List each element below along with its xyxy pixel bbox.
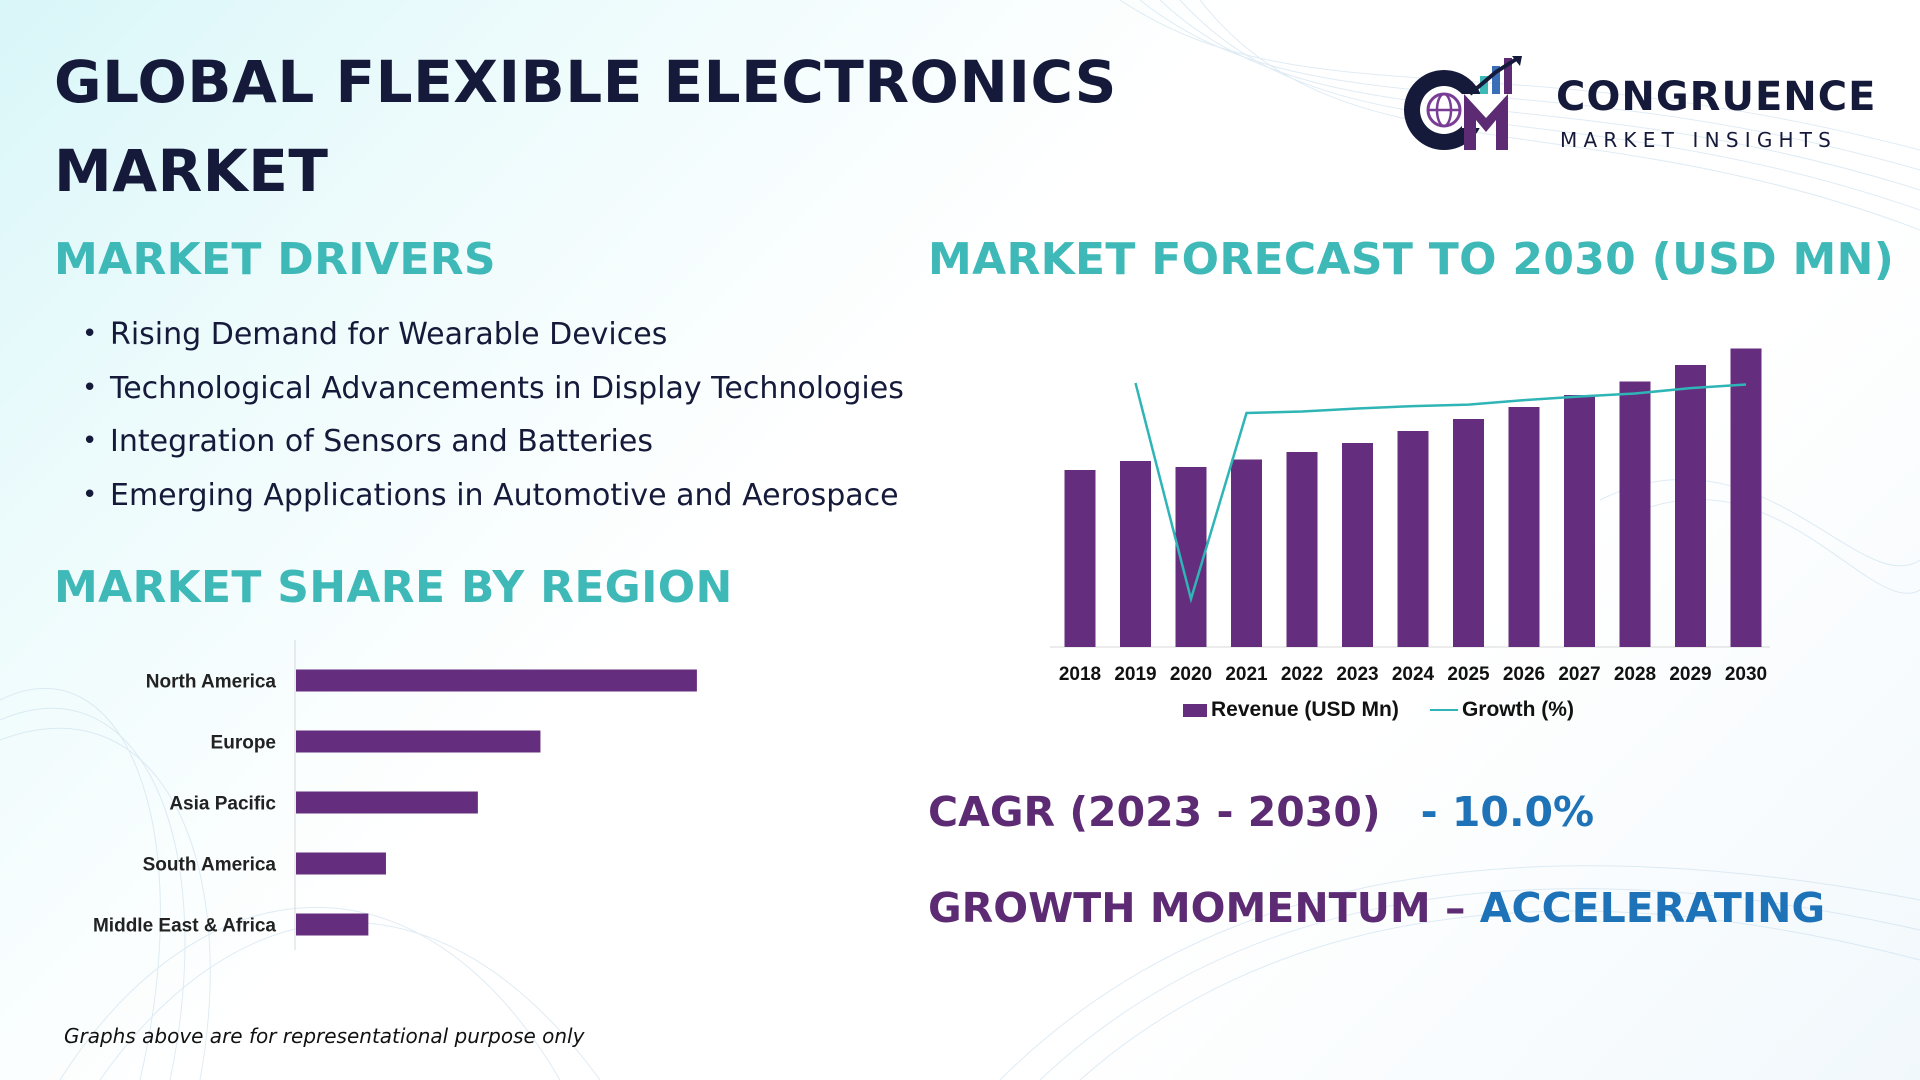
forecast-tick-label: 2029 — [1669, 664, 1711, 685]
forecast-tick-label: 2021 — [1225, 664, 1268, 685]
cm-globe-chart-logo-icon — [1404, 56, 1522, 150]
driver-item: Technological Advancements in Display Te… — [82, 362, 904, 416]
forecast-tick-label: 2028 — [1614, 664, 1656, 685]
forecast-bar — [1453, 419, 1484, 647]
forecast-bar — [1397, 431, 1429, 647]
cagr-label: CAGR (2023 - 2030) — [928, 788, 1381, 836]
market-drivers-list: Rising Demand for Wearable Devices Techn… — [82, 308, 904, 522]
forecast-bar — [1508, 407, 1540, 647]
region-tick-label: Asia Pacific — [169, 794, 276, 815]
legend-label-growth: Growth (%) — [1461, 698, 1574, 721]
forecast-bar — [1120, 461, 1151, 647]
forecast-tick-label: 2022 — [1281, 664, 1323, 685]
market-forecast-heading: MARKET FORECAST TO 2030 (USD MN) — [928, 234, 1895, 285]
legend-item-growth: Growth (%) — [1429, 698, 1574, 722]
page-title: GLOBAL FLEXIBLE ELECTRONICS MARKET — [54, 48, 1117, 205]
growth-momentum-value: ACCELERATING — [1479, 884, 1826, 932]
driver-item: Rising Demand for Wearable Devices — [82, 308, 904, 362]
legend-item-revenue: Revenue (USD Mn) — [1183, 698, 1399, 722]
growth-line — [1134, 382, 1747, 604]
market-share-heading: MARKET SHARE BY REGION — [54, 562, 733, 613]
forecast-tick-label: 2018 — [1059, 664, 1101, 685]
region-tick-label: Middle East & Africa — [93, 916, 276, 937]
forecast-tick-label: 2025 — [1447, 664, 1490, 685]
forecast-tick-label: 2020 — [1170, 664, 1212, 685]
forecast-tick-label: 2024 — [1392, 664, 1435, 685]
region-tick-label: South America — [143, 855, 277, 876]
company-logo: CONGRUENCE MARKET INSIGHTS — [1400, 54, 1875, 158]
region-bar — [296, 852, 386, 875]
cagr-value: - 10.0% — [1420, 788, 1595, 836]
forecast-bar — [1619, 381, 1651, 647]
forecast-tick-label: 2019 — [1114, 664, 1156, 685]
logo-brand-name: CONGRUENCE — [1556, 74, 1877, 120]
market-drivers-heading: MARKET DRIVERS — [54, 234, 496, 285]
forecast-combo-chart: 2018 2019 2020 2021 2022 2023 2024 2025 2026 2027… — [1050, 348, 1770, 685]
region-bar — [296, 913, 369, 936]
growth-momentum-stat: GROWTH MOMENTUM – ACCELERATING — [928, 884, 1825, 932]
logo-brand-tagline: MARKET INSIGHTS — [1560, 128, 1838, 152]
growth-momentum-label: GROWTH MOMENTUM – — [928, 884, 1466, 932]
forecast-bar — [1342, 443, 1373, 647]
footnote: Graphs above are for representational pu… — [64, 1024, 585, 1048]
region-bar — [296, 730, 541, 753]
legend-line-swatch — [1429, 709, 1458, 712]
forecast-bar — [1064, 470, 1096, 647]
region-tick-label: North America — [146, 672, 277, 693]
region-tick-label: Europe — [211, 733, 276, 754]
driver-item: Integration of Sensors and Batteries — [82, 415, 904, 469]
forecast-bar — [1730, 348, 1762, 647]
forecast-bar — [1675, 365, 1706, 647]
forecast-tick-label: 2030 — [1725, 664, 1767, 685]
legend-bar-swatch — [1183, 703, 1207, 717]
region-bar — [296, 791, 478, 814]
driver-item: Emerging Applications in Automotive and … — [82, 469, 904, 523]
legend-label-revenue: Revenue (USD Mn) — [1211, 698, 1399, 721]
forecast-bar — [1231, 459, 1262, 647]
forecast-legend: Revenue (USD Mn) Growth (%) — [1183, 698, 1600, 728]
cagr-stat: CAGR (2023 - 2030) - 10.0% — [928, 788, 1594, 836]
region-share-bar-chart: North America Europe Asia Pacific South Ame… — [93, 640, 697, 950]
region-bar — [296, 669, 697, 692]
forecast-tick-label: 2026 — [1503, 664, 1545, 685]
forecast-bar — [1286, 452, 1318, 647]
forecast-tick-label: 2023 — [1336, 664, 1378, 685]
forecast-tick-label: 2027 — [1558, 664, 1600, 685]
forecast-bar — [1564, 395, 1595, 647]
